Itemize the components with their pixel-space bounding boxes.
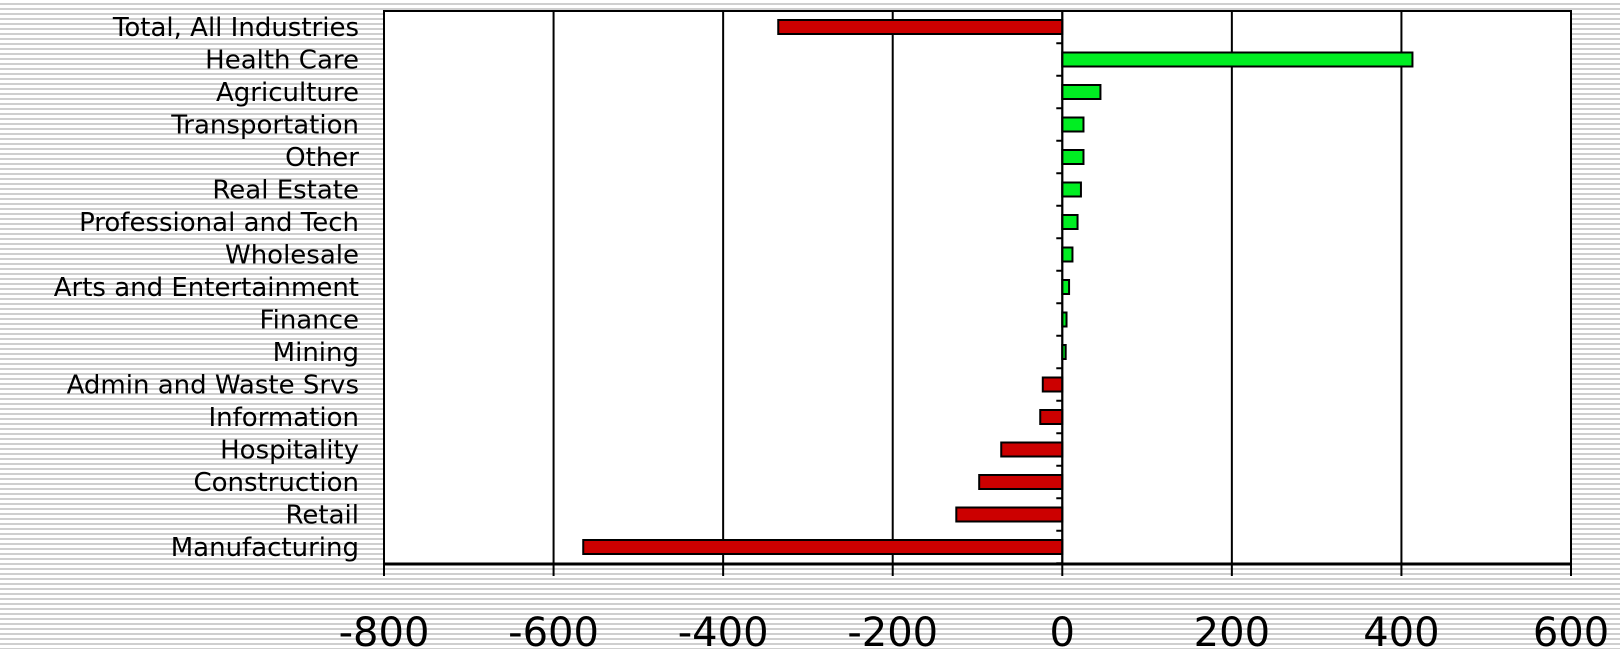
category-label: Information [208, 403, 359, 433]
bar [1061, 51, 1414, 68]
bar [777, 19, 1064, 35]
bar [1061, 246, 1074, 263]
category-label: Health Care [205, 46, 359, 76]
bar [978, 474, 1064, 490]
x-tick-label: -600 [508, 610, 599, 649]
x-tick-label: 200 [1194, 610, 1270, 649]
x-tick-labels: -800 -600 -400 -200 0 200 400 600 [339, 610, 1610, 649]
bar [1061, 214, 1079, 230]
x-tick-label: 600 [1533, 610, 1609, 649]
x-tick-label: 0 [1050, 610, 1075, 649]
axes [383, 11, 1572, 576]
x-tick-label: -200 [847, 610, 938, 649]
category-label: Transportation [170, 111, 359, 141]
category-label: Mining [273, 338, 359, 368]
category-label: Agriculture [216, 78, 359, 108]
bars [582, 19, 1414, 555]
bar [1061, 149, 1085, 165]
category-label: Other [285, 143, 359, 173]
category-label: Manufacturing [171, 533, 359, 563]
bar [1061, 84, 1102, 100]
bar [582, 539, 1064, 555]
x-tick-label: -800 [339, 610, 430, 649]
bar [1041, 376, 1064, 393]
bar [1000, 441, 1064, 458]
bar [1039, 409, 1064, 425]
bar [1061, 181, 1082, 198]
category-label: Hospitality [220, 436, 359, 466]
bar [1061, 279, 1071, 295]
category-label: Professional and Tech [79, 208, 359, 238]
category-label: Real Estate [212, 176, 359, 206]
category-label: Construction [193, 468, 359, 498]
plot-area [383, 10, 1572, 565]
x-tick-label: 400 [1363, 610, 1439, 649]
category-label: Admin and Waste Srvs [67, 371, 359, 401]
category-label: Wholesale [225, 241, 359, 271]
category-label: Arts and Entertainment [54, 273, 359, 303]
bar [955, 506, 1064, 523]
category-label: Finance [260, 306, 359, 336]
x-tick-label: -400 [678, 610, 769, 649]
category-label: Total, All Industries [112, 13, 359, 43]
bar [1061, 116, 1085, 133]
category-label: Retail [286, 501, 359, 531]
